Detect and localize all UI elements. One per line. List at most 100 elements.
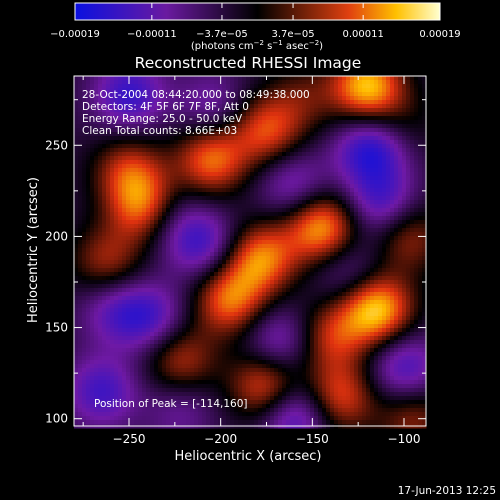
heatmap-cell (146, 220, 151, 225)
heatmap-cell (338, 284, 343, 289)
heatmap-cell (78, 84, 83, 89)
heatmap-cell (306, 260, 311, 265)
heatmap-cell (326, 264, 331, 269)
heatmap-cell (174, 264, 179, 269)
heatmap-cell (350, 200, 355, 205)
heatmap-cell (122, 140, 127, 145)
heatmap-cell (174, 184, 179, 189)
heatmap-cell (246, 244, 251, 249)
heatmap-cell (318, 248, 323, 253)
heatmap-cell (258, 140, 263, 145)
heatmap-cell (82, 120, 87, 125)
heatmap-cell (338, 252, 343, 257)
heatmap-cell (386, 272, 391, 277)
heatmap-cell (78, 116, 83, 121)
heatmap-cell (122, 280, 127, 285)
heatmap-cell (246, 164, 251, 169)
heatmap-cell (258, 156, 263, 161)
heatmap-cell (106, 116, 111, 121)
heatmap-cell (306, 76, 311, 81)
heatmap-cell (166, 124, 171, 129)
heatmap-cell (154, 136, 159, 141)
heatmap-cell (314, 212, 319, 217)
heatmap-cell (350, 112, 355, 117)
heatmap-cell (314, 172, 319, 177)
heatmap-cell (338, 136, 343, 141)
heatmap-cell (350, 264, 355, 269)
heatmap-cell (422, 156, 427, 161)
heatmap-cell (82, 80, 87, 85)
heatmap-cell (138, 160, 143, 165)
heatmap-cell (378, 188, 383, 193)
heatmap-cell (114, 92, 119, 97)
heatmap-cell (210, 148, 215, 153)
heatmap-cell (106, 272, 111, 277)
heatmap-cell (338, 160, 343, 165)
heatmap-cell (354, 208, 359, 213)
heatmap-cell (150, 108, 155, 113)
heatmap-cell (242, 204, 247, 209)
heatmap-cell (138, 112, 143, 117)
heatmap-cell (262, 184, 267, 189)
heatmap-cell (162, 88, 167, 93)
heatmap-cell (342, 236, 347, 241)
heatmap-cell (138, 280, 143, 285)
heatmap-cell (178, 100, 183, 105)
heatmap-cell (150, 120, 155, 125)
heatmap-cell (294, 264, 299, 269)
heatmap-cell (122, 148, 127, 153)
heatmap-cell (310, 228, 315, 233)
heatmap-cell (214, 264, 219, 269)
heatmap-cell (358, 140, 363, 145)
heatmap-cell (214, 200, 219, 205)
heatmap-cell (378, 284, 383, 289)
heatmap-cell (154, 208, 159, 213)
heatmap-cell (354, 116, 359, 121)
heatmap-cell (342, 252, 347, 257)
heatmap-cell (202, 116, 207, 121)
heatmap-cell (314, 288, 319, 293)
heatmap-cell (402, 208, 407, 213)
heatmap-cell (302, 288, 307, 293)
heatmap-cell (214, 212, 219, 217)
heatmap-cell (278, 156, 283, 161)
heatmap-cell (334, 152, 339, 157)
heatmap-cell (322, 96, 327, 101)
heatmap-cell (154, 228, 159, 233)
heatmap-cell (386, 100, 391, 105)
heatmap-cell (310, 252, 315, 257)
heatmap-cell (162, 176, 167, 181)
heatmap-cell (294, 200, 299, 205)
heatmap-cell (330, 228, 335, 233)
heatmap-cell (318, 164, 323, 169)
heatmap-cell (82, 260, 87, 265)
heatmap-cell (142, 144, 147, 149)
heatmap-cell (162, 184, 167, 189)
heatmap-cell (178, 272, 183, 277)
heatmap-cell (158, 204, 163, 209)
heatmap-cell (142, 92, 147, 97)
heatmap-cell (278, 276, 283, 281)
heatmap-cell (106, 184, 111, 189)
colorbar-unit-part: asec (283, 41, 309, 52)
heatmap-cell (394, 76, 399, 81)
heatmap-cell (374, 184, 379, 189)
heatmap-cell (134, 204, 139, 209)
heatmap-cell (238, 268, 243, 273)
heatmap-cell (346, 92, 351, 97)
heatmap-cell (342, 212, 347, 217)
heatmap-cell (162, 188, 167, 193)
heatmap-cell (278, 84, 283, 89)
heatmap-cell (282, 216, 287, 221)
heatmap-cell (122, 240, 127, 245)
heatmap-cell (102, 136, 107, 141)
heatmap-cell (414, 164, 419, 169)
heatmap-cell (186, 180, 191, 185)
heatmap-cell (338, 148, 343, 153)
heatmap-cell (250, 148, 255, 153)
heatmap-cell (306, 132, 311, 137)
heatmap-cell (182, 180, 187, 185)
heatmap-cell (234, 112, 239, 117)
heatmap-cell (114, 172, 119, 177)
heatmap-cell (250, 84, 255, 89)
